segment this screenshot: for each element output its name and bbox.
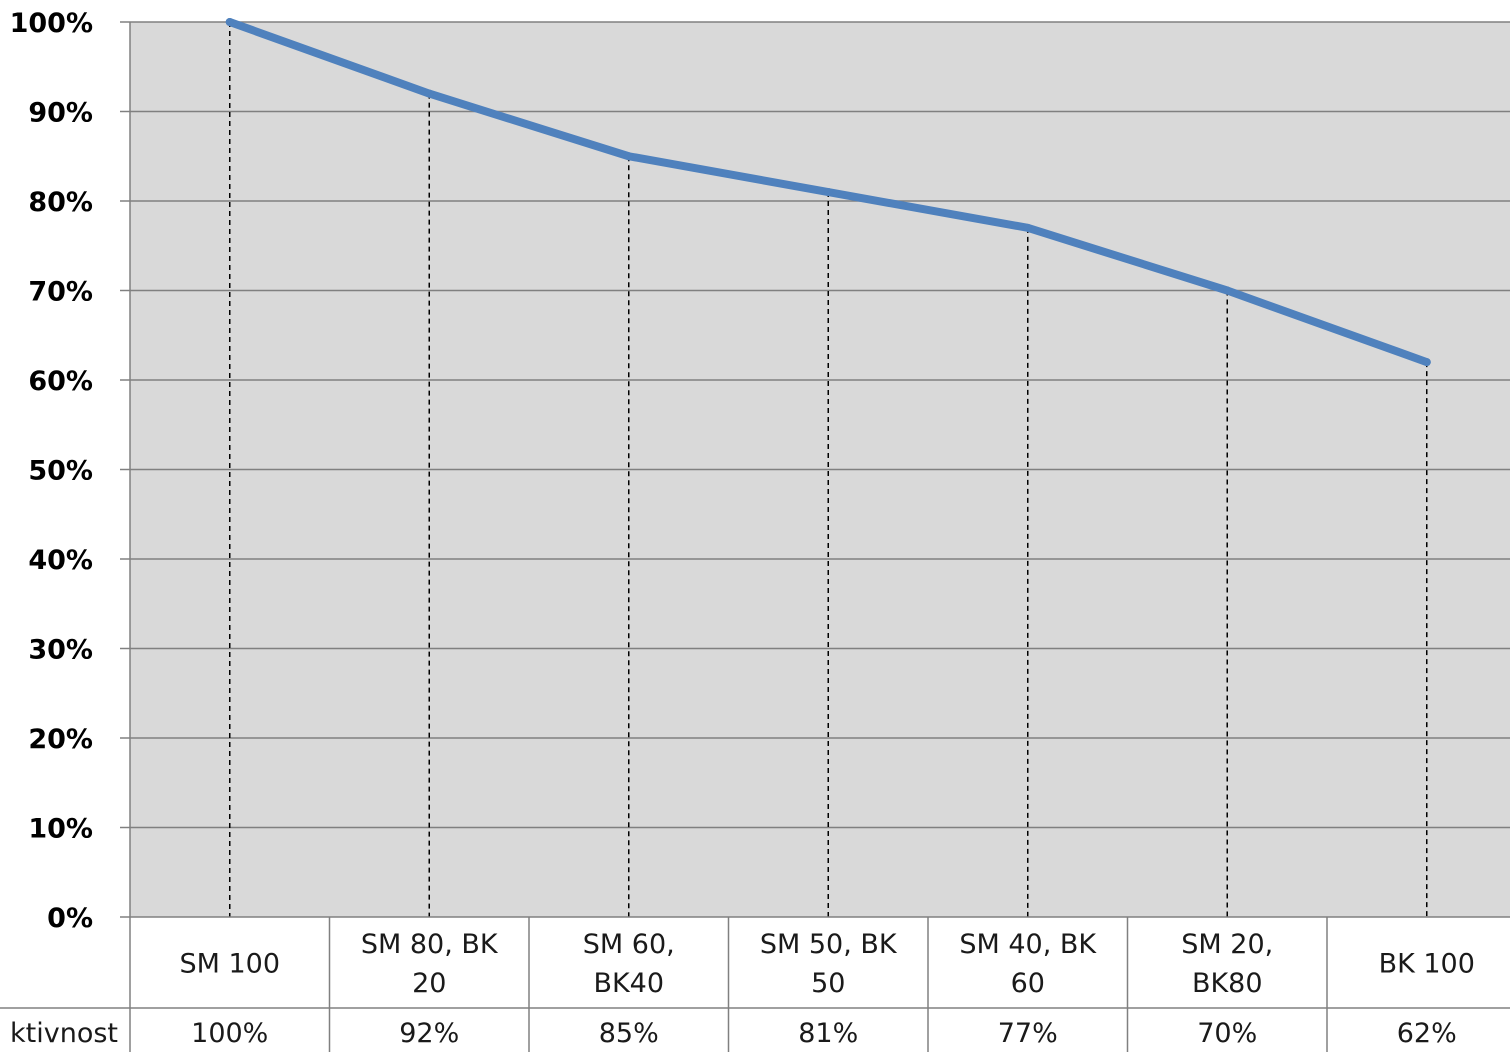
y-tick-label: 0% bbox=[47, 903, 93, 934]
y-tick-label: 40% bbox=[28, 545, 93, 576]
data-table-value: 70% bbox=[1197, 1018, 1257, 1049]
data-table-value: 85% bbox=[599, 1018, 659, 1049]
y-tick-label: 30% bbox=[28, 635, 93, 666]
series-lines bbox=[225, 18, 1431, 367]
x-tick-label: SM 60, bbox=[583, 929, 675, 960]
data-table-value: 100% bbox=[191, 1018, 268, 1049]
y-tick-label: 50% bbox=[28, 456, 93, 487]
y-axis: 0% 10% 20% 30% 40% 50% 60% 70% 80% 90% 100% bbox=[10, 8, 131, 934]
x-tick-label: SM 50, BK bbox=[760, 929, 898, 960]
x-tick-label: BK40 bbox=[593, 968, 664, 999]
data-point bbox=[1422, 358, 1431, 367]
x-tick-label: 50 bbox=[811, 968, 845, 999]
y-tick-label: 20% bbox=[28, 724, 93, 755]
y-tick-label: 70% bbox=[28, 277, 93, 308]
data-point bbox=[1223, 286, 1232, 295]
drop-lines bbox=[229, 22, 1428, 917]
data-point bbox=[425, 89, 434, 98]
x-tick-label: SM 100 bbox=[179, 949, 280, 980]
data-table-value: 92% bbox=[399, 1018, 459, 1049]
x-tick-label: SM 80, BK bbox=[361, 929, 499, 960]
data-table-series-label: ktivnost bbox=[10, 1018, 118, 1049]
y-tick-label: 100% bbox=[10, 8, 93, 39]
x-tick-label: BK80 bbox=[1192, 968, 1263, 999]
y-tick-label: 90% bbox=[28, 98, 93, 129]
y-tick-label: 80% bbox=[28, 187, 93, 218]
x-tick-label: SM 20, bbox=[1181, 929, 1273, 960]
data-table-value: 77% bbox=[998, 1018, 1058, 1049]
x-tick-label: 20 bbox=[412, 968, 446, 999]
data-point bbox=[824, 188, 833, 197]
x-tick-label: SM 40, BK bbox=[959, 929, 1097, 960]
y-tick-label: 60% bbox=[28, 366, 93, 397]
data-table: SM 100 SM 80, BK 20 SM 60, BK40 SM 50, BK 50 SM… bbox=[0, 916, 1510, 1052]
y-tick-label: 10% bbox=[28, 814, 93, 845]
data-point bbox=[1023, 223, 1032, 232]
gridlines bbox=[130, 21, 1510, 829]
x-tick-label: BK 100 bbox=[1379, 949, 1475, 980]
data-table-value: 62% bbox=[1397, 1018, 1457, 1049]
data-table-value: 81% bbox=[798, 1018, 858, 1049]
data-point bbox=[225, 18, 234, 26]
data-point bbox=[624, 152, 633, 161]
x-tick-label: 60 bbox=[1011, 968, 1045, 999]
